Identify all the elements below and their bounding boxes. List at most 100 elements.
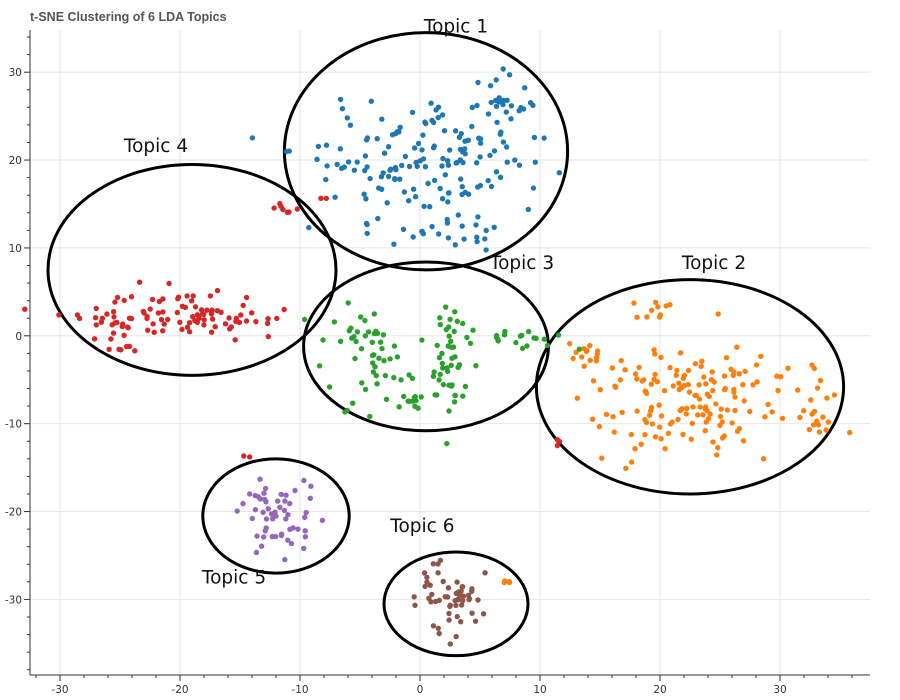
- point-topic-2-extra: [506, 579, 513, 586]
- y-tick-label: -30: [5, 594, 22, 606]
- point-topic-1: [497, 174, 504, 180]
- point-topic-3: [436, 355, 443, 361]
- point-topic-3: [354, 329, 361, 335]
- point-topic-4: [201, 322, 207, 328]
- point-topic-2: [811, 408, 818, 415]
- point-topic-2: [613, 384, 619, 390]
- point-topic-1: [401, 189, 408, 195]
- point-topic-1: [429, 223, 435, 230]
- point-topic-2: [675, 416, 681, 423]
- point-topic-2: [579, 354, 585, 360]
- point-topic-1: [458, 176, 464, 182]
- point-topic-1: [354, 159, 360, 165]
- point-topic-4: [74, 312, 81, 318]
- point-topic-1: [474, 102, 480, 109]
- point-topic-3: [517, 333, 524, 339]
- point-topic-4: [106, 346, 112, 352]
- point-topic-1: [324, 163, 330, 169]
- point-topic-3: [391, 374, 397, 381]
- point-topic-5: [269, 533, 275, 540]
- point-topic-1: [485, 111, 492, 117]
- point-topic-6: [435, 570, 441, 576]
- point-topic-4: [240, 302, 246, 309]
- point-topic-4: [201, 311, 207, 318]
- point-topic-2: [652, 299, 659, 305]
- point-topic-2: [589, 416, 596, 422]
- point-topic-2: [758, 353, 764, 359]
- point-topic-1: [420, 231, 426, 237]
- point-topic-2: [721, 387, 728, 393]
- x-tick-label: 10: [533, 684, 546, 696]
- point-topic-2: [693, 392, 699, 399]
- point-topic-1: [491, 148, 498, 154]
- point-topic-1: [392, 176, 398, 183]
- point-topic-1: [399, 162, 405, 169]
- point-topic-1: [459, 184, 465, 190]
- point-topic-1: [344, 115, 350, 121]
- point-topic-5: [287, 526, 293, 532]
- point-topic-1: [419, 147, 425, 153]
- point-topic-2: [680, 431, 686, 438]
- point-topic-4: [190, 313, 196, 320]
- point-topic-4: [184, 293, 190, 299]
- point-topic-2: [731, 386, 737, 393]
- point-topic-1: [532, 159, 538, 165]
- point-topic-6: [466, 596, 472, 603]
- point-topic-2: [651, 376, 657, 382]
- point-topic-3: [431, 369, 437, 375]
- point-topic-2: [778, 374, 784, 380]
- point-topic-1: [493, 97, 499, 104]
- point-topic-1: [387, 167, 393, 173]
- point-topic-2: [707, 411, 713, 417]
- point-topic-6: [429, 591, 435, 598]
- point-topic-1: [452, 128, 459, 134]
- point-topic-2: [700, 412, 706, 418]
- point-topic-1: [475, 79, 481, 86]
- point-topic-4: [243, 294, 250, 301]
- point-topic-2: [762, 414, 768, 420]
- point-topic-2: [629, 459, 635, 465]
- point-topic-1: [447, 147, 453, 153]
- point-topic-2: [831, 392, 838, 398]
- point-topic-2: [670, 383, 676, 389]
- point-topic-2: [665, 430, 672, 437]
- point-topic-2: [820, 414, 826, 420]
- point-topic-2: [718, 406, 724, 412]
- point-topic-2: [667, 364, 673, 371]
- point-topic-4: [141, 310, 147, 316]
- point-topic-1: [445, 235, 452, 241]
- point-topic-1: [473, 222, 479, 228]
- point-topic-2: [692, 361, 699, 367]
- point-topic-1: [431, 143, 437, 149]
- point-topic-6: [445, 585, 452, 591]
- point-topic-2: [648, 381, 654, 387]
- ellipse-topic-2: [534, 278, 846, 496]
- point-topic-1: [500, 139, 507, 145]
- point-topic-2: [622, 367, 628, 373]
- point-topic-2: [734, 428, 741, 434]
- point-topic-3: [454, 318, 460, 324]
- point-topic-1: [439, 163, 445, 169]
- point-topic-2: [711, 379, 717, 385]
- point-topic-3: [439, 360, 445, 367]
- point-topic-4: [284, 209, 291, 215]
- point-topic-3: [373, 372, 379, 379]
- point-topic-4: [128, 315, 135, 322]
- point-topic-4: [99, 315, 106, 321]
- point-topic-4-extra: [323, 195, 329, 202]
- point-topic-2: [611, 429, 617, 435]
- point-topic-6: [447, 603, 453, 610]
- point-topic-1: [368, 98, 374, 104]
- point-topic-3: [451, 399, 458, 405]
- point-topic-2: [597, 387, 603, 393]
- point-topic-4: [110, 330, 117, 336]
- point-topic-3: [320, 337, 326, 343]
- point-topic-3: [391, 343, 398, 349]
- point-topic-1: [503, 144, 510, 150]
- point-topic-3: [376, 355, 382, 361]
- point-topic-5: [261, 490, 267, 496]
- point-topic-6: [454, 613, 460, 620]
- point-topic-1: [249, 135, 256, 141]
- point-topic-4: [209, 316, 216, 322]
